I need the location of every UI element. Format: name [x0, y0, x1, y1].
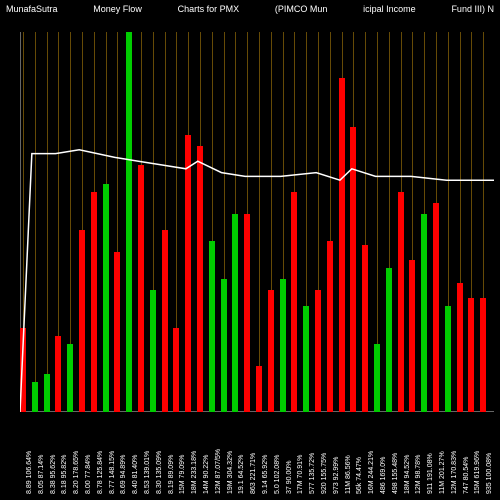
bar	[280, 279, 286, 412]
money-flow-chart	[0, 32, 500, 412]
bar	[480, 298, 486, 412]
hdr-right1: icipal Income	[363, 4, 416, 24]
bar	[150, 290, 156, 412]
bar	[114, 252, 120, 412]
bar	[173, 328, 179, 412]
bar	[374, 344, 380, 412]
hdr-mid1: Money Flow	[93, 4, 142, 24]
bar	[126, 32, 132, 412]
hdr-left: MunafaSutra	[6, 4, 58, 24]
bar	[67, 344, 73, 412]
bar	[398, 192, 404, 412]
bar	[55, 336, 61, 412]
bar	[256, 366, 262, 412]
hdr-mid2: Charts for PMX	[178, 4, 240, 24]
bar	[20, 328, 26, 412]
bar	[221, 279, 227, 412]
bar	[445, 306, 451, 412]
bar	[197, 146, 203, 412]
bar	[162, 230, 168, 412]
bar	[32, 382, 38, 412]
bar	[327, 241, 333, 412]
bar	[244, 214, 250, 412]
bar	[468, 298, 474, 412]
bar	[421, 214, 427, 412]
bar	[103, 184, 109, 412]
bar	[209, 241, 215, 412]
bar	[362, 245, 368, 412]
bar	[409, 260, 415, 412]
bar	[303, 306, 309, 412]
bar	[268, 290, 274, 412]
bar	[433, 203, 439, 412]
bar	[315, 290, 321, 412]
bar	[44, 374, 50, 412]
hdr-mid3: (PIMCO Mun	[275, 4, 328, 24]
bar	[350, 127, 356, 412]
bar	[91, 192, 97, 412]
bar	[138, 165, 144, 412]
x-axis-labels: 8.89 106.64%8.05 87.14%8.38 95.62%8.18 9…	[20, 414, 494, 494]
chart-header: MunafaSutra Money Flow Charts for PMX (P…	[0, 0, 500, 24]
bar	[339, 78, 345, 412]
bar	[79, 230, 85, 412]
gridline	[259, 32, 260, 412]
bar	[185, 135, 191, 412]
bar	[386, 268, 392, 412]
bar	[457, 283, 463, 412]
hdr-right2: Fund III) N	[451, 4, 494, 24]
gridline	[47, 32, 48, 412]
gridline	[35, 32, 36, 412]
bar	[232, 214, 238, 412]
bar	[291, 192, 297, 412]
